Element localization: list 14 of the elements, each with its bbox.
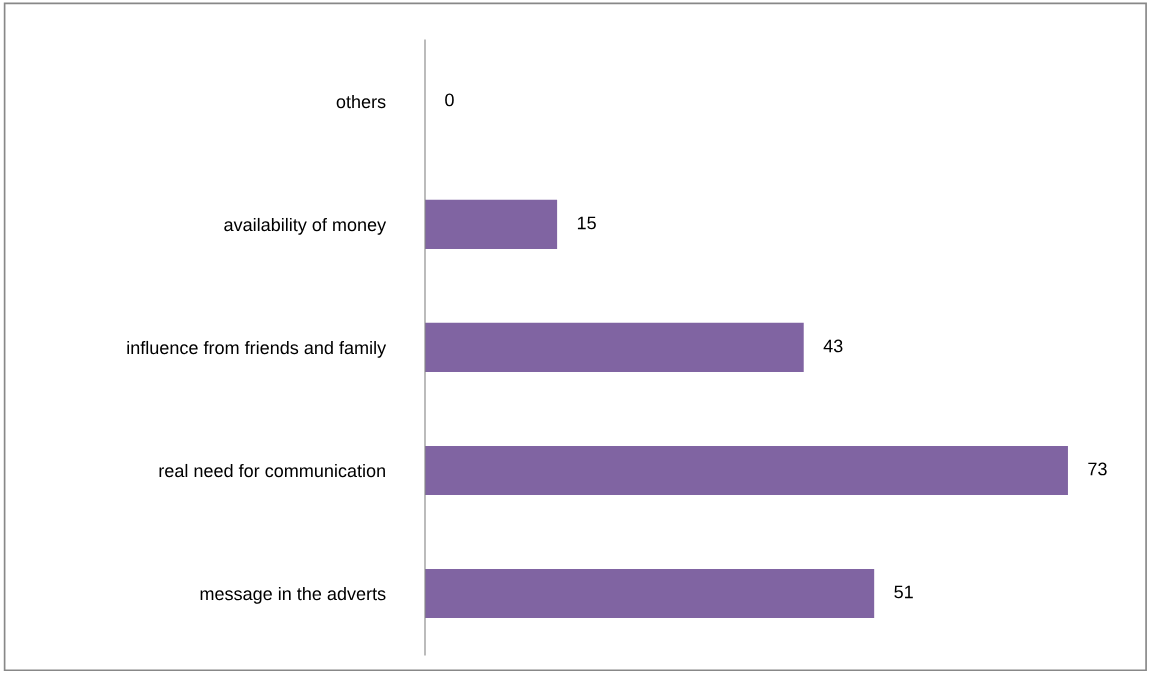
y-tick-label: influence from friends and family	[127, 340, 387, 358]
data-label: 0	[445, 93, 454, 107]
y-tick-label: message in the adverts	[200, 586, 386, 604]
data-label: 51	[894, 585, 913, 599]
bar	[425, 199, 558, 250]
y-tick-label: others	[336, 94, 386, 109]
bar	[425, 568, 875, 619]
y-tick-label: availability of money	[224, 217, 387, 235]
data-label: 15	[577, 216, 596, 230]
bar	[425, 322, 804, 373]
bar	[425, 445, 1068, 496]
y-tick-label: real need for communication	[159, 463, 385, 478]
data-label: 73	[1088, 462, 1107, 476]
data-label: 43	[823, 339, 843, 353]
